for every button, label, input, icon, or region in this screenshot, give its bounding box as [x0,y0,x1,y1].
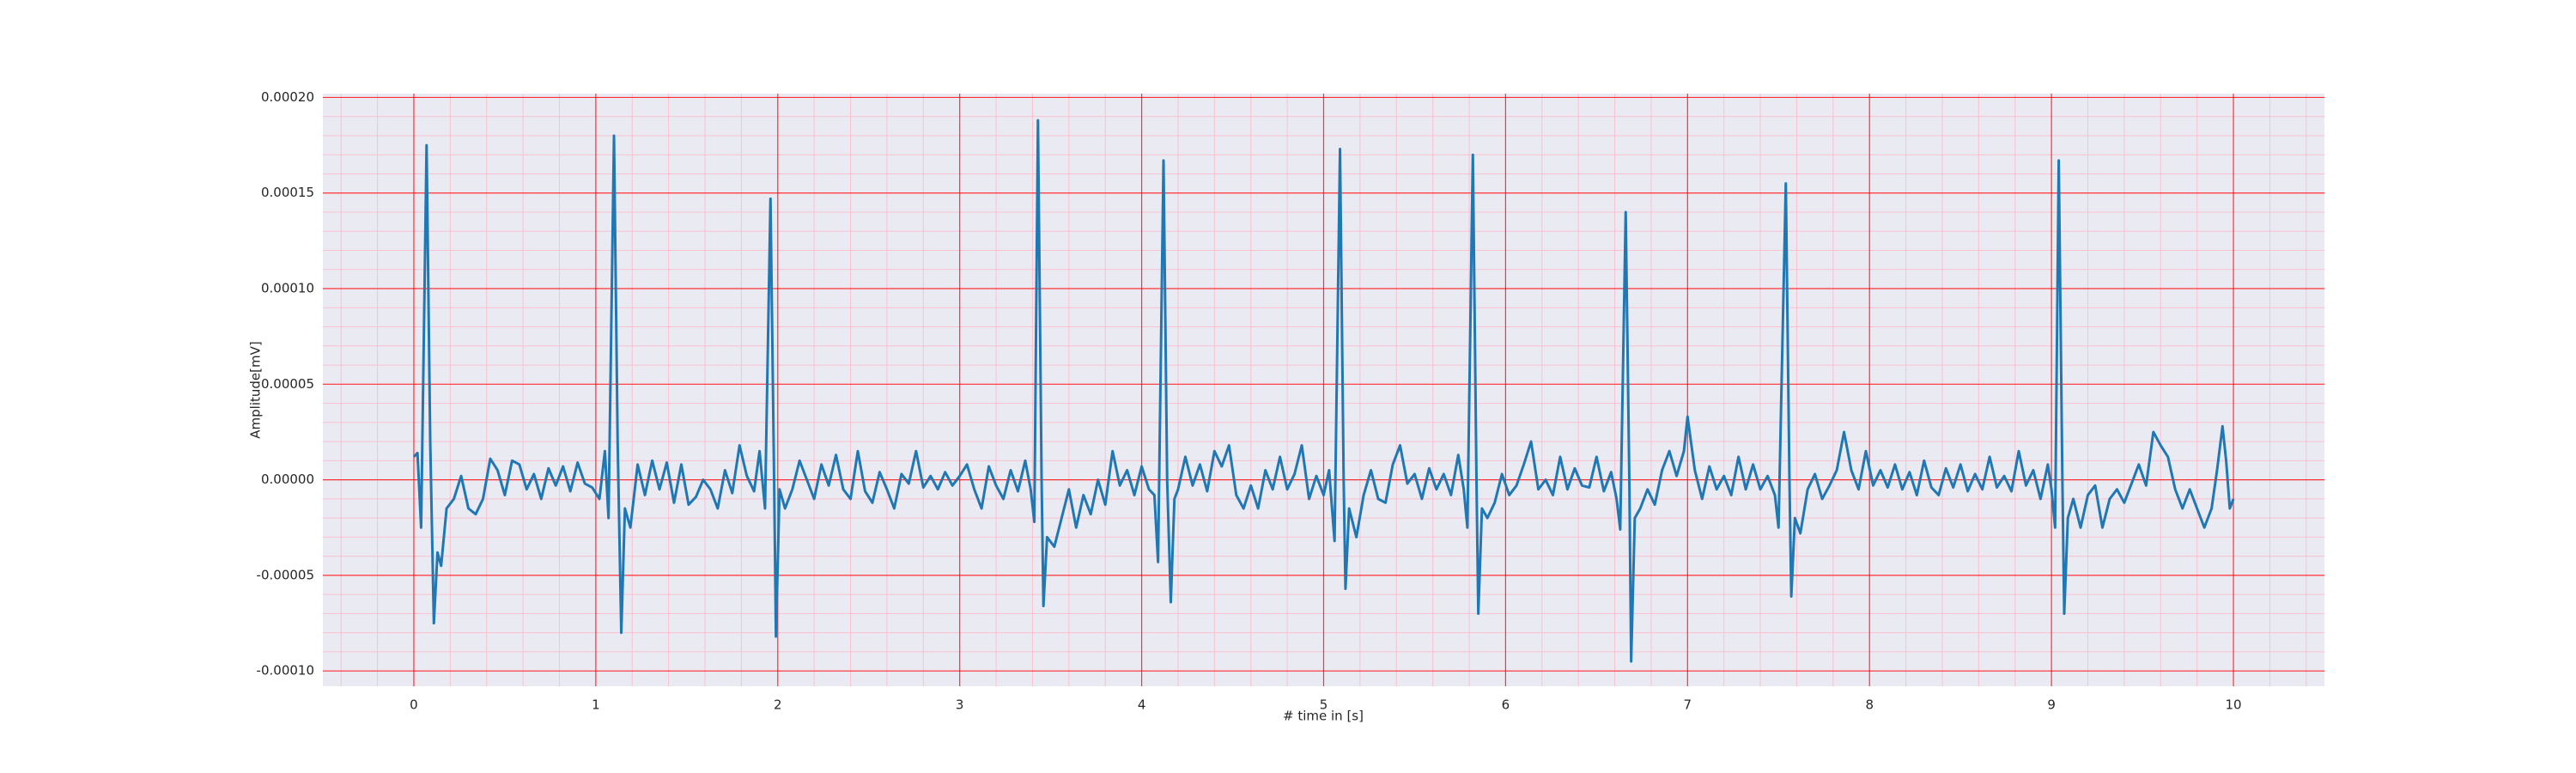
signal-line [412,119,2235,663]
y-tick-label: -0.00010 [257,663,314,679]
x-axis-label: # time in [s] [1283,709,1364,724]
x-tick-label: 5 [1320,697,1328,713]
x-tick-label: 2 [774,697,782,713]
x-tick-label: 4 [1138,697,1146,713]
y-tick-label: 0.00020 [261,89,314,105]
y-tick-label: -0.00005 [257,567,314,582]
y-tick-label: 0.00010 [261,281,314,296]
y-tick-label: 0.00005 [261,376,314,392]
x-tick-label: 1 [592,697,600,713]
labels: # time in [s] Amplitude[mV] 0 1 2 3 4 5 6 7 8 9 10… [248,89,2242,724]
x-tick-label: 7 [1684,697,1692,713]
y-axis-label: Amplitude[mV] [248,341,264,438]
x-tick-label: 0 [410,697,418,713]
x-tick-label: 10 [2225,697,2241,713]
y-tick-label: 0.00000 [261,472,314,487]
x-tick-label: 8 [1865,697,1874,713]
y-tick-label: 0.00015 [261,185,314,200]
x-tick-label: 3 [956,697,964,713]
major-grid [323,94,2324,686]
lines [412,119,2235,663]
x-tick-label: 6 [1502,697,1510,713]
x-tick-label: 9 [2047,697,2056,713]
